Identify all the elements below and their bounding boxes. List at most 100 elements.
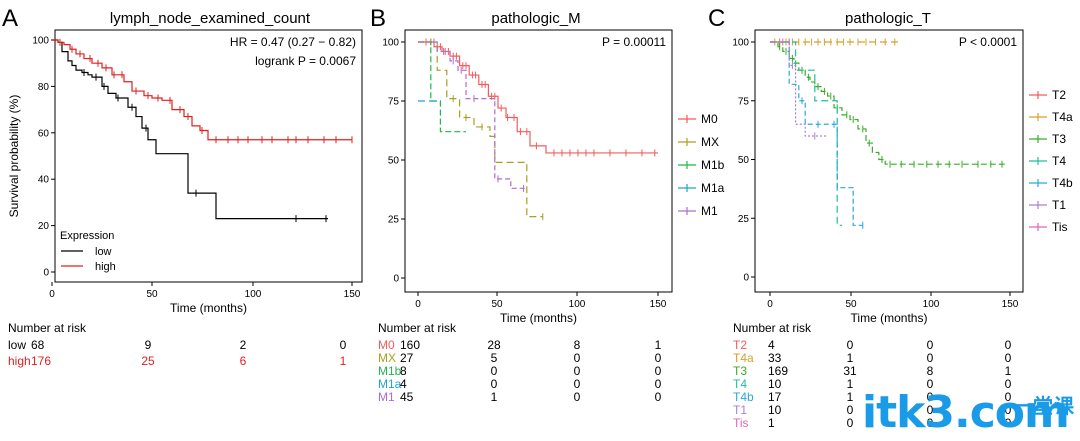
legend-label-M1: M1	[701, 204, 718, 218]
risk-value: 25	[141, 354, 155, 368]
y-tick-label: 25	[388, 215, 400, 226]
risk-row-label-M1a: M1a	[378, 377, 402, 391]
legend-label-low: low	[95, 246, 112, 258]
risk-row-label-high: high	[8, 354, 31, 368]
x-tick-label: 100	[923, 299, 940, 310]
risk-value: 1	[1005, 364, 1012, 378]
legend-label-T4a: T4a	[1052, 110, 1073, 124]
risk-value: 8	[400, 364, 407, 378]
risk-row-label-Tis: Tis	[733, 416, 749, 430]
risk-value: 0	[1005, 403, 1012, 417]
x-tick-label: 100	[245, 289, 262, 300]
x-tick-label: 100	[569, 299, 586, 310]
risk-value: 0	[1005, 390, 1012, 404]
legend-label-T3: T3	[1052, 132, 1066, 146]
risk-value: 1	[491, 390, 498, 404]
risk-value: 8	[574, 338, 581, 352]
risk-value: 0	[574, 351, 581, 365]
legend-label-T2: T2	[1052, 88, 1066, 102]
legend-label-M0: M0	[701, 112, 718, 126]
x-tick-label: 150	[344, 289, 361, 300]
x-tick-label: 0	[49, 289, 55, 300]
risk-value: 0	[1005, 338, 1012, 352]
risk-value: 1	[340, 354, 347, 368]
risk-table-header: Number at risk	[733, 321, 812, 335]
x-tick-label: 50	[146, 289, 158, 300]
watermark-cn: 一堂课	[1012, 394, 1075, 418]
risk-row-label-M1b: M1b	[378, 364, 402, 378]
chart-title: lymph_node_examined_count	[110, 10, 311, 27]
risk-value: 8	[927, 364, 934, 378]
risk-value: 45	[400, 390, 414, 404]
legend-title: Expression	[60, 230, 114, 242]
risk-value: 0	[1005, 351, 1012, 365]
legend-label-M1a: M1a	[701, 181, 725, 195]
risk-row-label-M0: M0	[378, 338, 395, 352]
y-tick-label: 50	[738, 155, 750, 166]
risk-row-label-T2: T2	[733, 338, 747, 352]
risk-value: 10	[768, 403, 782, 417]
risk-table-header: Number at risk	[378, 321, 457, 335]
risk-row-label-T1: T1	[733, 403, 747, 417]
legend-label-T4: T4	[1052, 154, 1066, 168]
risk-value: 0	[847, 416, 854, 430]
risk-value: 1	[847, 377, 854, 391]
y-tick-label: 100	[382, 38, 399, 49]
legend-label-M1b: M1b	[701, 158, 725, 172]
risk-value: 0	[574, 364, 581, 378]
y-tick-label: 0	[43, 268, 49, 279]
risk-value: 0	[655, 351, 662, 365]
chart-title: pathologic_T	[845, 10, 931, 27]
risk-value: 0	[574, 377, 581, 391]
risk-value: 169	[768, 364, 788, 378]
risk-row-label-low: low	[8, 338, 26, 352]
stat-annotation: HR = 0.47 (0.27 − 0.82)	[230, 35, 356, 49]
legend-label-high: high	[95, 261, 116, 273]
risk-value: 9	[145, 338, 152, 352]
stat-annotation: logrank P = 0.0067	[255, 54, 356, 68]
risk-row-label-T4: T4	[733, 377, 747, 391]
x-axis-label: Time (months)	[170, 301, 247, 315]
risk-row-label-T3: T3	[733, 364, 747, 378]
stat-annotation: P < 0.0001	[959, 35, 1017, 49]
risk-value: 6	[240, 354, 247, 368]
watermark-text: itk3.com	[862, 387, 1070, 438]
risk-value: 0	[847, 403, 854, 417]
risk-value: 0	[655, 390, 662, 404]
plot-frame	[754, 29, 1024, 293]
risk-row-label-T4a: T4a	[733, 351, 754, 365]
risk-value: 0	[574, 390, 581, 404]
risk-value: 4	[768, 338, 775, 352]
risk-value: 31	[843, 364, 857, 378]
y-tick-label: 60	[38, 128, 50, 139]
risk-value: 0	[927, 390, 934, 404]
series-line-low	[52, 39, 328, 220]
risk-value: 10	[768, 377, 782, 391]
risk-value: 1	[655, 338, 662, 352]
legend-label-Tis: Tis	[1052, 220, 1068, 234]
risk-value: 0	[927, 403, 934, 417]
watermark: itk3.com 一堂课	[862, 388, 1076, 438]
risk-value: 33	[768, 351, 782, 365]
y-tick-label: 20	[38, 221, 50, 232]
y-tick-label: 100	[732, 38, 749, 49]
risk-value: 176	[31, 354, 51, 368]
risk-value: 28	[487, 338, 501, 352]
risk-value: 0	[340, 338, 347, 352]
x-tick-label: 0	[767, 299, 773, 310]
plot-frame	[54, 29, 363, 283]
risk-value: 0	[927, 338, 934, 352]
y-tick-label: 75	[388, 97, 400, 108]
x-tick-label: 50	[845, 299, 857, 310]
x-axis-label: Time (months)	[851, 311, 928, 325]
risk-value: 1	[768, 416, 775, 430]
plot-frame	[404, 29, 673, 293]
series-line-M1b	[418, 41, 466, 133]
risk-value: 160	[400, 338, 420, 352]
risk-value: 0	[927, 416, 934, 430]
series-line-T4b	[770, 41, 863, 226]
risk-value: 0	[1005, 416, 1012, 430]
legend-label-T4b: T4b	[1052, 176, 1073, 190]
